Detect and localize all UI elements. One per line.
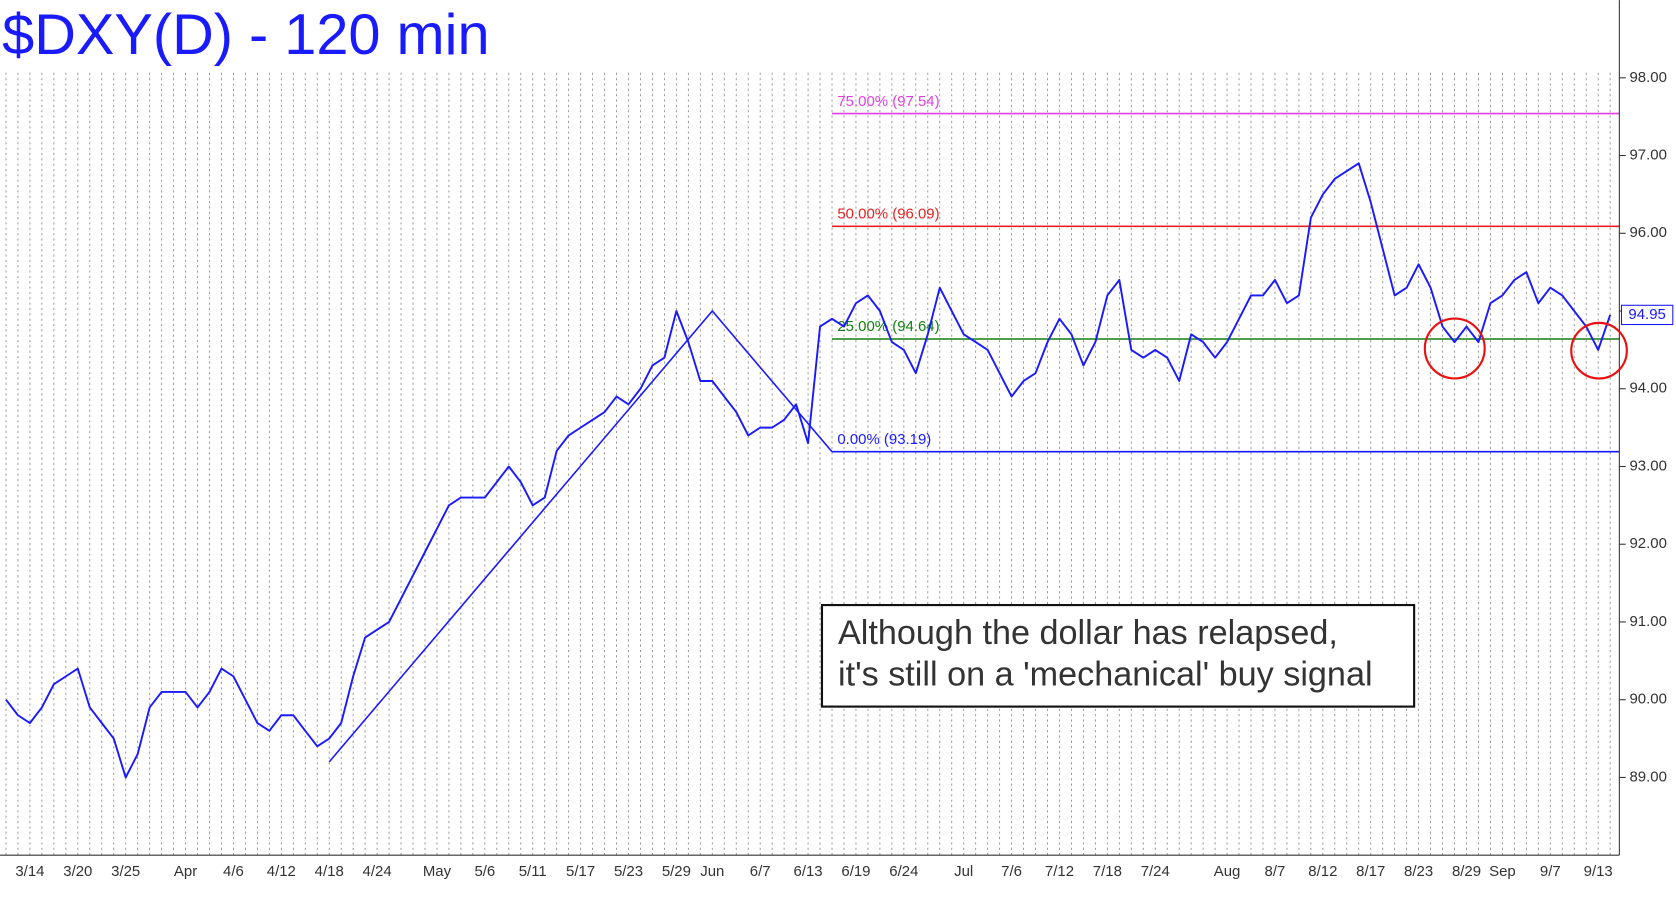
x-tick-label: 4/24	[363, 863, 392, 880]
x-tick-label: 6/7	[750, 863, 771, 880]
fib-level-label: 25.00% (94.64)	[837, 318, 939, 335]
x-tick-label: 5/11	[519, 863, 547, 880]
plot-layer: 75.00% (97.54) 50.00% (96.09) 25.00% (94.6…	[5, 93, 1620, 779]
y-tick-label: 89.00	[1629, 768, 1666, 785]
x-tick-label: 8/29	[1452, 863, 1481, 880]
y-tick-label: 98.00	[1629, 69, 1666, 86]
x-tick-label: 5/6	[474, 863, 495, 880]
x-tick-label: 7/18	[1093, 863, 1122, 880]
y-tick-label: 96.00	[1629, 224, 1666, 241]
y-tick-label: 90.00	[1629, 691, 1666, 708]
x-tick-label: Jun	[700, 863, 724, 880]
y-tick-label: 94.00	[1629, 380, 1666, 397]
x-tick-label: 5/23	[614, 863, 643, 880]
last-price-label: 94.95	[1628, 306, 1665, 323]
x-tick-label: 8/23	[1404, 863, 1433, 880]
x-tick-label: 3/14	[15, 863, 44, 880]
x-tick-label: 9/13	[1584, 863, 1613, 880]
y-tick-label: 92.00	[1629, 535, 1666, 552]
y-tick-label: 93.00	[1629, 457, 1666, 474]
x-tick-label: 6/19	[841, 863, 870, 880]
x-tick-label: 4/18	[315, 863, 344, 880]
chart-title: $DXY(D) - 120 min	[2, 3, 489, 67]
x-tick-label: 7/24	[1141, 863, 1170, 880]
pattern-line	[328, 309, 833, 763]
x-tick-label: Aug	[1214, 863, 1241, 880]
annotation-box	[820, 603, 1416, 708]
x-tick-label: 9/7	[1540, 863, 1561, 880]
x-tick-label: 7/6	[1001, 863, 1022, 880]
x-tick-label: May	[423, 863, 452, 880]
x-tick-label: 3/25	[111, 863, 140, 880]
x-tick-label: 8/7	[1265, 863, 1286, 880]
grid-layer	[5, 72, 1611, 856]
fib-level-label: 50.00% (96.09)	[837, 205, 939, 222]
x-tick-label: Apr	[174, 863, 197, 880]
annotation-text: it's still on a 'mechanical' buy signal	[838, 656, 1373, 694]
x-tick-label: 5/17	[566, 863, 595, 880]
y-tick-label: 91.00	[1629, 613, 1666, 630]
x-tick-label: 3/20	[63, 863, 92, 880]
annotation-text: Although the dollar has relapsed,	[838, 614, 1338, 652]
x-tick-label: 4/6	[223, 863, 244, 880]
highlight-circle	[1570, 321, 1628, 380]
x-tick-label: 6/24	[889, 863, 918, 880]
x-tick-label: Jul	[954, 863, 973, 880]
price-line	[5, 162, 1612, 779]
last-price-box	[1620, 304, 1674, 326]
x-tick-label: 4/12	[267, 863, 296, 880]
x-tick-label: 8/17	[1356, 863, 1385, 880]
x-tick-label: Sep	[1489, 863, 1516, 880]
highlight-circle	[1423, 317, 1486, 380]
x-tick-label: 5/29	[662, 863, 691, 880]
x-tick-label: 7/12	[1045, 863, 1074, 880]
x-tick-label: 8/12	[1308, 863, 1337, 880]
fib-level-label: 0.00% (93.19)	[837, 431, 931, 448]
y-tick-label: 97.00	[1629, 146, 1666, 163]
fib-level-label: 75.00% (97.54)	[837, 93, 939, 110]
x-tick-label: 6/13	[794, 863, 823, 880]
